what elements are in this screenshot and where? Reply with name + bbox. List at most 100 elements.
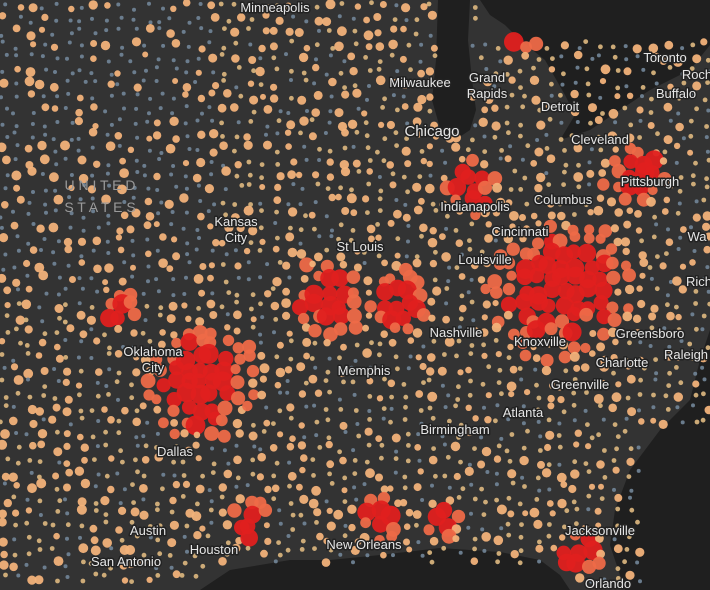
dot: [287, 460, 292, 465]
dot: [432, 53, 438, 59]
dot: [337, 121, 348, 132]
dot: [428, 455, 438, 465]
dot: [184, 210, 189, 215]
dot: [78, 259, 86, 266]
dot: [571, 499, 577, 505]
dot: [269, 94, 279, 103]
dot: [382, 136, 388, 142]
dot: [465, 429, 473, 437]
dot: [403, 404, 408, 410]
dot: [3, 395, 9, 400]
dot: [507, 343, 514, 351]
dot: [376, 395, 384, 402]
dot: [63, 237, 73, 247]
dot: [544, 132, 549, 137]
dot: [469, 299, 475, 305]
dot: [246, 182, 252, 187]
dot: [589, 137, 594, 142]
dot: [509, 432, 515, 437]
dot: [258, 340, 263, 345]
dot: [529, 36, 544, 52]
dot: [165, 143, 176, 154]
dot: [493, 238, 498, 243]
dot: [102, 538, 112, 548]
dot: [196, 16, 201, 20]
dot: [2, 365, 7, 370]
dot: [425, 67, 435, 76]
dot: [668, 280, 673, 284]
dot: [700, 38, 708, 46]
dot: [648, 43, 659, 54]
dot: [271, 496, 277, 502]
dot: [509, 92, 515, 98]
dot: [596, 194, 605, 202]
dot: [231, 213, 240, 222]
dot: [234, 173, 240, 179]
dot: [105, 132, 110, 137]
dot: [614, 288, 622, 296]
dot: [145, 24, 155, 33]
dot: [275, 235, 280, 241]
dot: [480, 160, 489, 169]
dot: [258, 201, 263, 206]
dot: [116, 430, 122, 436]
dot: [232, 342, 244, 354]
dot: [155, 501, 160, 507]
dot: [663, 196, 671, 204]
dot: [456, 338, 462, 344]
dot: [167, 404, 180, 417]
dot: [472, 446, 477, 451]
dot: [26, 377, 30, 382]
dot: [16, 287, 20, 292]
dot: [184, 70, 189, 75]
dot: [506, 495, 512, 501]
dot: [160, 91, 165, 96]
dot: [255, 66, 265, 77]
dot: [364, 459, 370, 465]
dot: [390, 25, 398, 33]
dot: [653, 357, 658, 362]
dot: [12, 130, 17, 135]
dot: [11, 404, 16, 409]
dot: [583, 202, 589, 208]
dot: [546, 200, 555, 208]
dot: [161, 472, 166, 477]
dot: [148, 96, 153, 101]
dot: [100, 496, 110, 506]
dot: [126, 225, 135, 234]
dot: [663, 102, 673, 112]
dot: [220, 262, 226, 267]
dot: [154, 277, 159, 282]
dot: [26, 534, 32, 540]
dot: [477, 195, 493, 212]
dot: [153, 172, 161, 181]
dot: [133, 457, 138, 463]
dot: [115, 82, 120, 87]
dot: [191, 373, 207, 389]
dot: [52, 396, 58, 401]
dot: [313, 508, 322, 517]
dot: [354, 129, 360, 135]
dot: [394, 143, 399, 149]
dot: [29, 441, 37, 450]
dot: [466, 525, 471, 530]
dot: [362, 348, 372, 358]
dot: [598, 95, 603, 100]
dot: [615, 566, 621, 572]
dot: [62, 378, 70, 386]
dot: [223, 187, 228, 192]
dot: [317, 158, 322, 162]
dot: [272, 330, 276, 335]
dot: [585, 443, 592, 450]
dot: [506, 532, 512, 538]
dot: [3, 403, 9, 408]
dot: [38, 338, 47, 347]
dot: [14, 326, 19, 332]
dot: [364, 427, 373, 436]
dot: [694, 275, 699, 280]
dot: [235, 494, 245, 504]
dot: [562, 148, 567, 153]
dot: [348, 523, 356, 532]
dot: [678, 175, 684, 180]
